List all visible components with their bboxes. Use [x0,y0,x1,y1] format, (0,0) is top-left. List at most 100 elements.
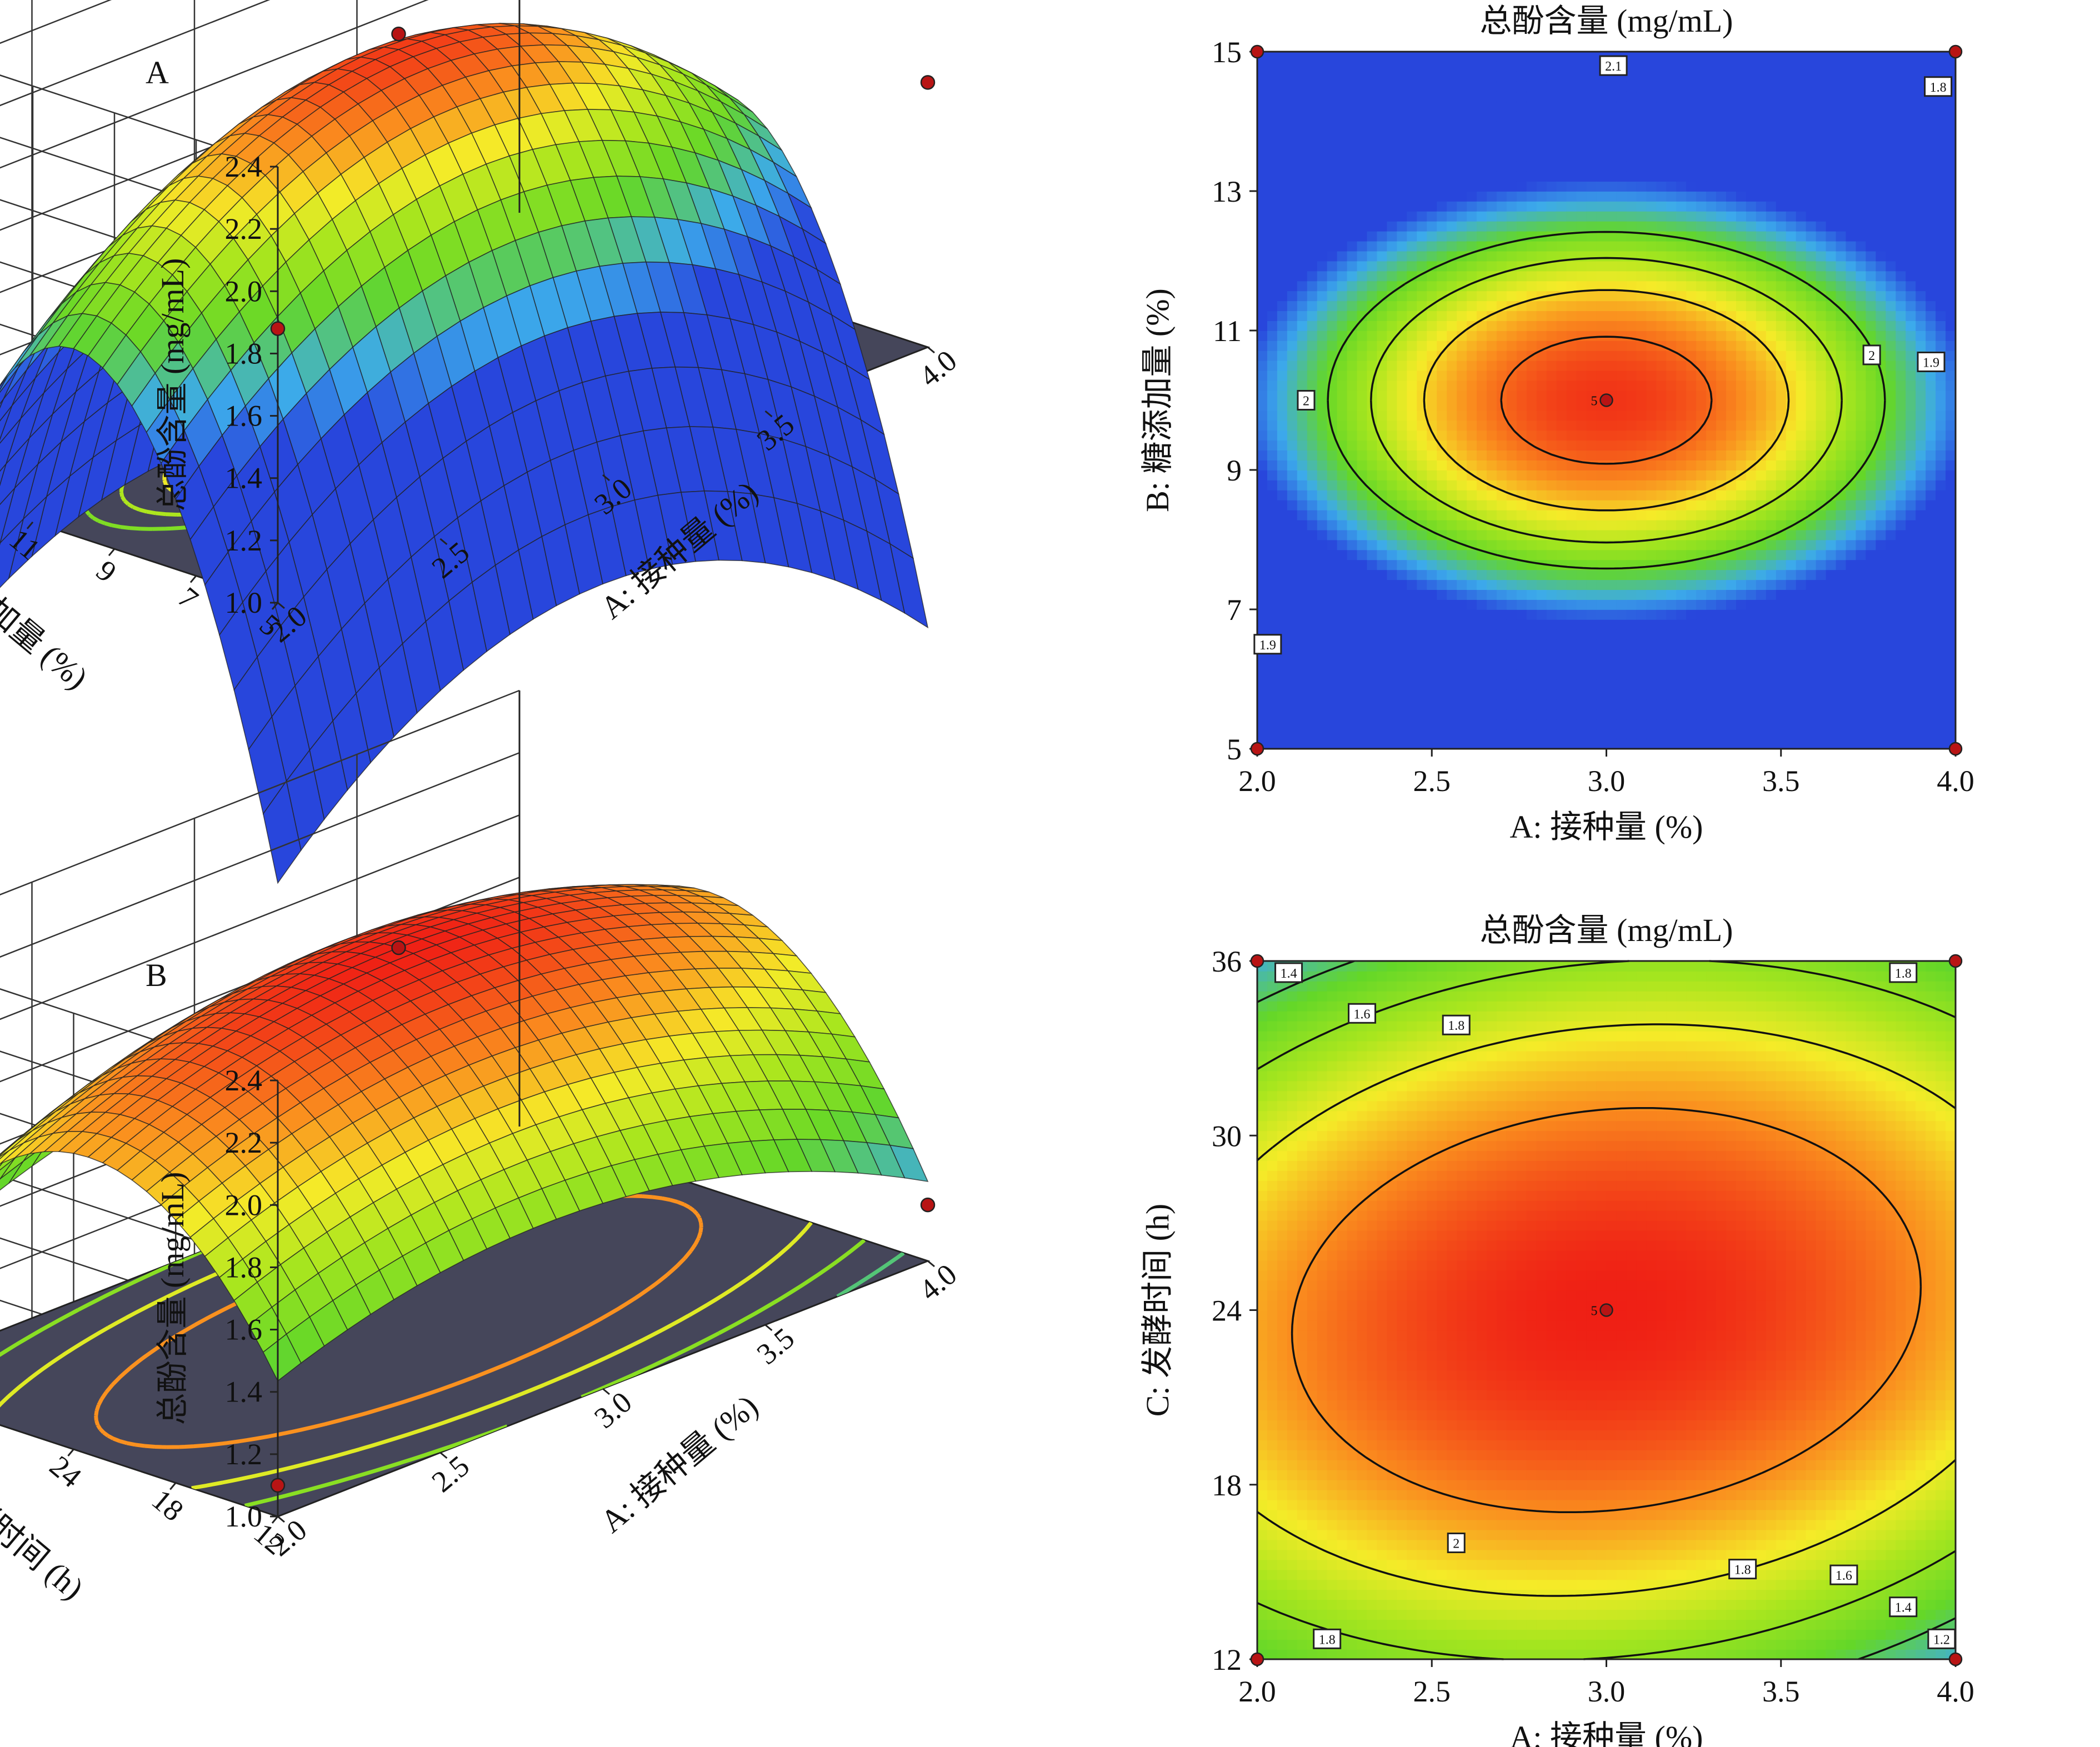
heat-cell [1317,539,1328,550]
heat-cell [1746,609,1757,620]
heat-cell [1656,321,1667,331]
heat-cell [1766,420,1777,431]
heat-cell [1806,221,1817,232]
heat-cell [1776,569,1787,580]
heat-cell [1357,460,1368,470]
heat-cell [1836,729,1847,739]
heat-cell [1267,271,1278,282]
heat-cell [1477,559,1487,570]
heat-cell [1477,291,1487,302]
heat-cell [1806,649,1817,660]
heat-cell [1267,171,1278,182]
heat-cell [1307,52,1318,62]
heat-cell [1347,589,1358,600]
heat-cell [1327,619,1338,630]
heat-cell [1736,519,1747,530]
heat-cell [1277,479,1288,490]
heat-cell [1776,470,1787,480]
heat-cell [1666,221,1677,232]
heat-cell [1337,629,1348,640]
heat-cell [1506,619,1517,630]
heat-cell [1806,370,1817,381]
heat-cell [1477,340,1487,351]
heat-cell [1836,331,1847,341]
heat-cell [1566,311,1577,321]
heat-cell [1357,599,1368,610]
heat-cell [1786,499,1797,510]
heat-cell [1307,141,1318,152]
heat-cell [1826,61,1837,72]
heat-cell [1457,729,1467,739]
heat-cell [1786,659,1797,670]
heat-cell [1506,460,1517,470]
heat-cell [1736,679,1747,690]
heat-cell [1307,559,1318,570]
heat-cell [1447,271,1458,282]
heat-cell [1586,261,1597,272]
heat-cell [1287,360,1298,371]
heat-cell [1317,529,1328,540]
heat-cell [1676,191,1687,202]
heat-cell [1796,559,1807,570]
heat-cell [1277,719,1288,730]
heat-cell [1746,231,1757,242]
heat-cell [1407,52,1418,62]
heat-cell [1526,589,1537,600]
heat-cell [1686,679,1697,690]
heat-cell [1826,241,1837,252]
heat-cell [1686,509,1697,520]
heat-cell [1776,311,1787,321]
heat-cell [1536,281,1547,292]
heat-cell [1447,121,1458,132]
heat-cell [1776,321,1787,331]
heat-cell [1257,131,1268,142]
heat-cell [1457,61,1467,72]
heat-cell [1277,609,1288,620]
heat-cell [1327,549,1338,560]
heat-cell [1457,101,1467,112]
heat-cell [1506,340,1517,351]
heat-cell [1556,311,1567,321]
heat-cell [1357,331,1368,341]
heat-cell [1716,390,1727,401]
heat-cell [1836,739,1847,749]
heat-cell [1447,380,1458,391]
heat-cell [1776,61,1787,72]
heat-cell [1576,420,1587,431]
heat-cell [1427,739,1438,749]
heat-cell [1776,251,1787,262]
heat-cell [1756,311,1767,321]
heat-cell [1616,211,1627,222]
heat-cell [1357,470,1368,480]
heat-cell [1826,91,1837,102]
heat-cell [1786,251,1797,262]
heat-cell [1417,579,1428,590]
design-point [391,26,406,42]
heat-cell [1556,231,1567,242]
heat-cell [1806,679,1817,690]
heat-cell [1496,529,1507,540]
heat-cell [1606,360,1617,371]
heat-cell [1536,709,1547,720]
heat-cell [1666,599,1677,610]
heat-cell [1616,111,1627,122]
heat-cell [1407,410,1418,421]
heat-cell [1726,499,1737,510]
heat-cell [1656,739,1667,749]
heat-cell [1656,599,1667,610]
heat-cell [1646,589,1657,600]
heat-cell [1556,221,1567,232]
heat-cell [1676,211,1687,222]
heat-cell [1586,549,1597,560]
heat-cell [1596,251,1607,262]
heat-cell [1506,719,1517,730]
heat-cell [1786,539,1797,550]
heat-cell [1696,579,1707,590]
heat-cell [1806,689,1817,700]
heat-cell [1786,609,1797,620]
heat-cell [1477,649,1487,660]
heat-cell [1556,161,1567,172]
heat-cell [1397,619,1408,630]
heat-cell [1457,599,1467,610]
heat-cell [1796,360,1807,371]
